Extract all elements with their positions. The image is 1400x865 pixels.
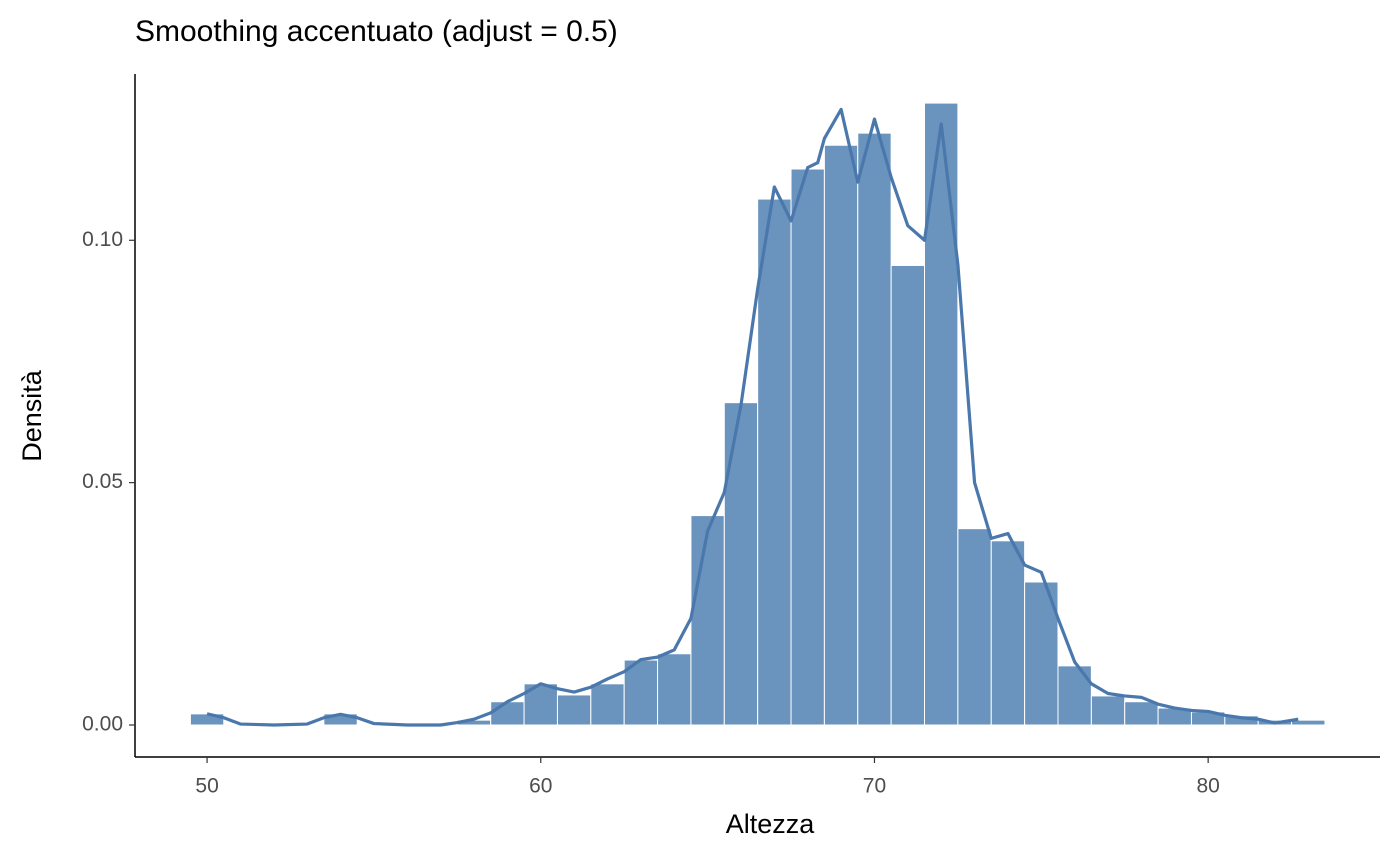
bar [957, 528, 992, 726]
chart-title: Smoothing accentuato (adjust = 0.5) [135, 15, 618, 48]
bar [723, 402, 759, 726]
y-axis-title: Densità [17, 369, 47, 462]
x-tick-label: 80 [1196, 775, 1219, 798]
y-tick-label: 0.00 [82, 713, 123, 736]
y-tick-label: 0.05 [82, 470, 123, 493]
bar [556, 694, 592, 726]
bar [790, 168, 825, 726]
x-axis-title: Altezza [726, 809, 816, 839]
bar [590, 683, 625, 726]
bar [1090, 695, 1126, 726]
bar [823, 144, 859, 726]
bar [490, 701, 525, 726]
x-tick-label: 60 [529, 775, 552, 798]
bar [1291, 719, 1326, 726]
bar [657, 653, 692, 726]
bar [890, 264, 926, 726]
x-tick-label: 70 [863, 775, 886, 798]
y-tick-label: 0.10 [82, 228, 123, 251]
bar [757, 198, 792, 726]
bar [690, 515, 725, 726]
bar [1124, 701, 1159, 726]
bar [990, 540, 1026, 726]
density-line [206, 107, 1299, 727]
x-tick-label: 50 [195, 775, 218, 798]
bar [857, 132, 892, 726]
